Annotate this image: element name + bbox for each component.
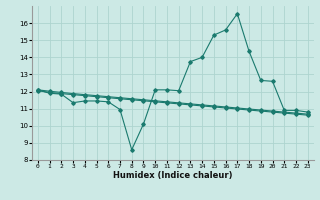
X-axis label: Humidex (Indice chaleur): Humidex (Indice chaleur) <box>113 171 233 180</box>
